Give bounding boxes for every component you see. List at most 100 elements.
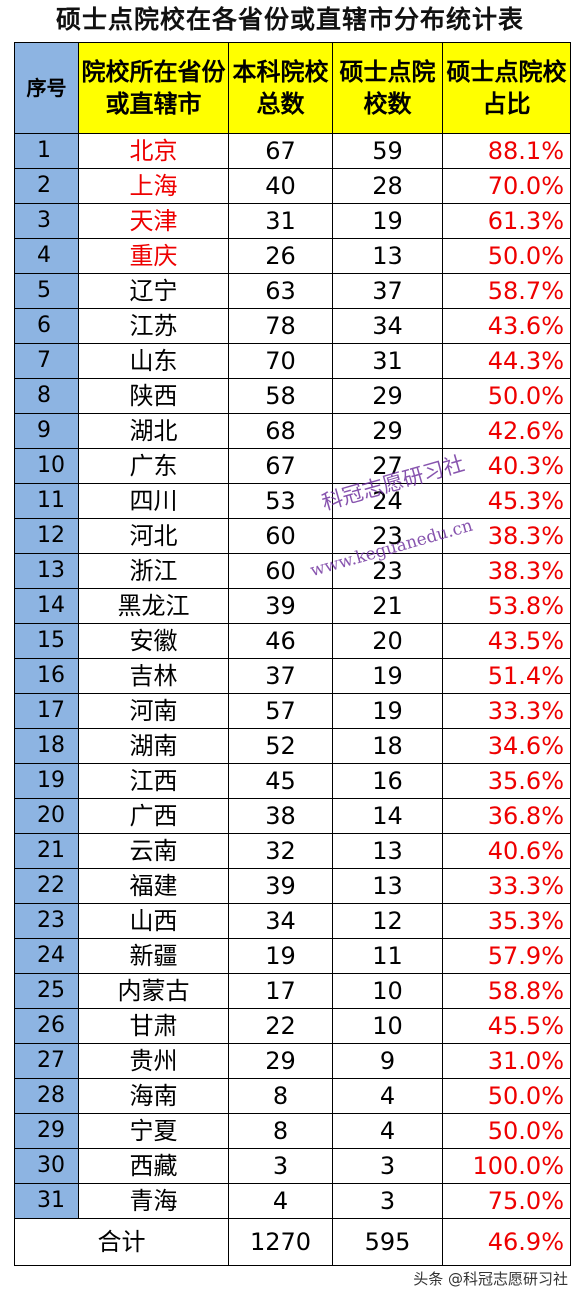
row-master-count: 4 bbox=[332, 1078, 443, 1114]
row-undergrad-total: 31 bbox=[228, 203, 333, 239]
row-master-ratio: 33.3% bbox=[442, 868, 571, 904]
row-master-ratio: 42.6% bbox=[442, 413, 571, 449]
table-row: 19 江西 45 16 35.6% bbox=[14, 763, 571, 799]
row-master-ratio: 50.0% bbox=[442, 1113, 571, 1149]
table-row: 11 四川 53 24 45.3% bbox=[14, 483, 571, 519]
row-province: 海南 bbox=[78, 1078, 229, 1114]
row-master-count: 14 bbox=[332, 798, 443, 834]
header-province: 院校所在省份或直辖市 bbox=[78, 42, 229, 134]
row-index: 12 bbox=[14, 518, 79, 554]
row-master-ratio: 38.3% bbox=[442, 553, 571, 589]
table-row: 23 山西 34 12 35.3% bbox=[14, 903, 571, 939]
row-index: 6 bbox=[14, 308, 79, 344]
row-undergrad-total: 39 bbox=[228, 588, 333, 624]
row-province: 黑龙江 bbox=[78, 588, 229, 624]
row-index: 9 bbox=[14, 413, 79, 449]
row-undergrad-total: 17 bbox=[228, 973, 333, 1009]
row-undergrad-total: 57 bbox=[228, 693, 333, 729]
row-province: 江苏 bbox=[78, 308, 229, 344]
table-row: 30 西藏 3 3 100.0% bbox=[14, 1148, 571, 1184]
table-row: 12 河北 60 23 38.3% bbox=[14, 518, 571, 554]
row-master-ratio: 45.5% bbox=[442, 1008, 571, 1044]
table-row: 17 河南 57 19 33.3% bbox=[14, 693, 571, 729]
row-master-count: 24 bbox=[332, 483, 443, 519]
row-undergrad-total: 60 bbox=[228, 518, 333, 554]
row-master-count: 11 bbox=[332, 938, 443, 974]
row-province: 宁夏 bbox=[78, 1113, 229, 1149]
table-row: 16 吉林 37 19 51.4% bbox=[14, 658, 571, 694]
table-row: 14 黑龙江 39 21 53.8% bbox=[14, 588, 571, 624]
row-master-count: 21 bbox=[332, 588, 443, 624]
row-master-ratio: 34.6% bbox=[442, 728, 571, 764]
row-index: 15 bbox=[14, 623, 79, 659]
row-undergrad-total: 8 bbox=[228, 1078, 333, 1114]
table-row: 28 海南 8 4 50.0% bbox=[14, 1078, 571, 1114]
table-row: 31 青海 4 3 75.0% bbox=[14, 1183, 571, 1219]
header-master-count: 硕士点院校数 bbox=[332, 42, 443, 134]
row-province: 吉林 bbox=[78, 658, 229, 694]
row-province: 广西 bbox=[78, 798, 229, 834]
table-row: 21 云南 32 13 40.6% bbox=[14, 833, 571, 869]
row-province: 河南 bbox=[78, 693, 229, 729]
row-master-count: 19 bbox=[332, 203, 443, 239]
row-undergrad-total: 39 bbox=[228, 868, 333, 904]
row-index: 4 bbox=[14, 238, 79, 274]
row-province: 山西 bbox=[78, 903, 229, 939]
row-master-count: 12 bbox=[332, 903, 443, 939]
row-undergrad-total: 58 bbox=[228, 378, 333, 414]
row-province: 湖北 bbox=[78, 413, 229, 449]
row-master-count: 16 bbox=[332, 763, 443, 799]
source-footer: 头条 @科冠志愿研习社 bbox=[413, 1270, 568, 1288]
row-province: 浙江 bbox=[78, 553, 229, 589]
row-undergrad-total: 8 bbox=[228, 1113, 333, 1149]
table-row: 3 天津 31 19 61.3% bbox=[14, 203, 571, 239]
statistics-table: 序号 院校所在省份或直辖市 本科院校总数 硕士点院校数 硕士点院校占比 1 北京 6… bbox=[14, 42, 571, 1266]
row-master-ratio: 40.6% bbox=[442, 833, 571, 869]
row-index: 13 bbox=[14, 553, 79, 589]
totals-row: 合计 1270 595 46.9% bbox=[14, 1218, 571, 1266]
row-index: 24 bbox=[14, 938, 79, 974]
row-master-ratio: 35.6% bbox=[442, 763, 571, 799]
row-undergrad-total: 40 bbox=[228, 168, 333, 204]
row-undergrad-total: 67 bbox=[228, 448, 333, 484]
row-province: 北京 bbox=[78, 133, 229, 169]
row-master-ratio: 53.8% bbox=[442, 588, 571, 624]
row-undergrad-total: 52 bbox=[228, 728, 333, 764]
row-province: 山东 bbox=[78, 343, 229, 379]
table-row: 8 陕西 58 29 50.0% bbox=[14, 378, 571, 414]
row-undergrad-total: 45 bbox=[228, 763, 333, 799]
row-index: 22 bbox=[14, 868, 79, 904]
table-row: 9 湖北 68 29 42.6% bbox=[14, 413, 571, 449]
row-undergrad-total: 29 bbox=[228, 1043, 333, 1079]
page-title: 硕士点院校在各省份或直辖市分布统计表 bbox=[55, 5, 524, 34]
row-undergrad-total: 4 bbox=[228, 1183, 333, 1219]
row-index: 11 bbox=[14, 483, 79, 519]
table-row: 5 辽宁 63 37 58.7% bbox=[14, 273, 571, 309]
row-master-count: 59 bbox=[332, 133, 443, 169]
row-undergrad-total: 46 bbox=[228, 623, 333, 659]
row-master-ratio: 75.0% bbox=[442, 1183, 571, 1219]
row-master-ratio: 40.3% bbox=[442, 448, 571, 484]
table-row: 1 北京 67 59 88.1% bbox=[14, 133, 571, 169]
totals-ratio: 46.9% bbox=[442, 1218, 571, 1266]
row-undergrad-total: 70 bbox=[228, 343, 333, 379]
row-province: 甘肃 bbox=[78, 1008, 229, 1044]
row-index: 1 bbox=[14, 133, 79, 169]
table-row: 29 宁夏 8 4 50.0% bbox=[14, 1113, 571, 1149]
row-master-count: 19 bbox=[332, 693, 443, 729]
totals-master: 595 bbox=[332, 1218, 443, 1266]
row-province: 新疆 bbox=[78, 938, 229, 974]
row-index: 20 bbox=[14, 798, 79, 834]
row-undergrad-total: 63 bbox=[228, 273, 333, 309]
row-undergrad-total: 34 bbox=[228, 903, 333, 939]
row-master-ratio: 88.1% bbox=[442, 133, 571, 169]
row-master-ratio: 51.4% bbox=[442, 658, 571, 694]
table-row: 10 广东 67 27 40.3% bbox=[14, 448, 571, 484]
row-undergrad-total: 32 bbox=[228, 833, 333, 869]
row-master-count: 9 bbox=[332, 1043, 443, 1079]
row-undergrad-total: 22 bbox=[228, 1008, 333, 1044]
row-master-count: 3 bbox=[332, 1183, 443, 1219]
row-master-ratio: 35.3% bbox=[442, 903, 571, 939]
row-undergrad-total: 19 bbox=[228, 938, 333, 974]
row-master-ratio: 50.0% bbox=[442, 1078, 571, 1114]
